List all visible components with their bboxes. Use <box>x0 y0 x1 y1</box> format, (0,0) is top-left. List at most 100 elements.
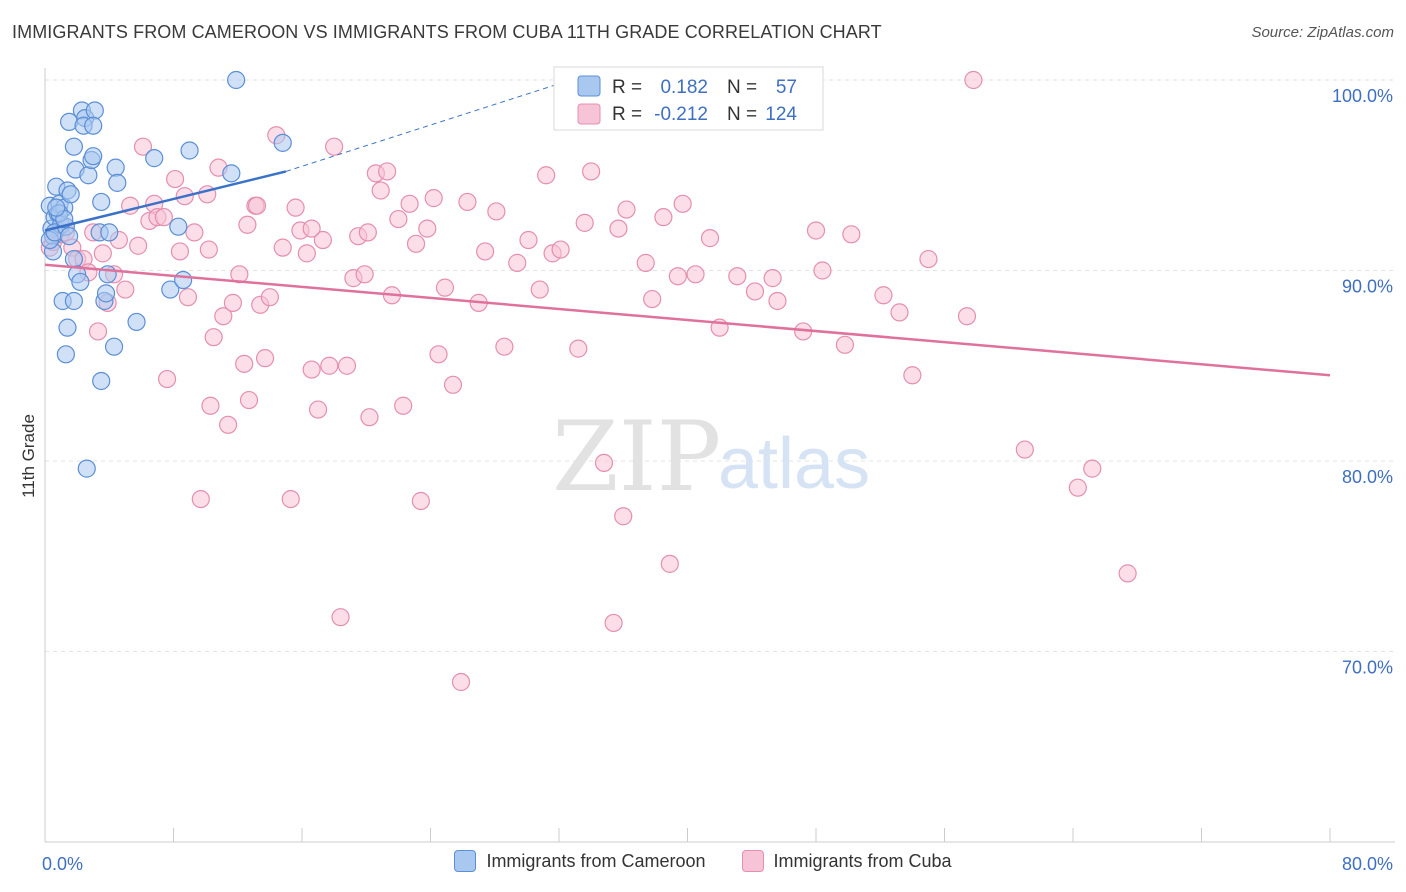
cameroon-point <box>47 198 66 217</box>
cuba-point <box>133 137 153 156</box>
cuba-point <box>313 230 332 250</box>
cuba-point <box>255 349 275 368</box>
cuba-point <box>569 339 588 358</box>
cuba-point <box>418 219 437 238</box>
cuba-point <box>157 369 177 389</box>
cuba-point <box>400 194 419 213</box>
series-legend: Immigrants from Cameroon Immigrants from… <box>0 850 1406 872</box>
cuba-point <box>394 396 413 415</box>
cuba-point <box>239 390 259 410</box>
chart-title: IMMIGRANTS FROM CAMEROON VS IMMIGRANTS F… <box>12 22 882 42</box>
cuba-point <box>337 356 357 375</box>
legend-label-cuba: Immigrants from Cuba <box>773 850 952 871</box>
cuba-point <box>331 608 350 627</box>
cuba-point <box>389 209 408 229</box>
cuba-point <box>355 265 374 284</box>
cuba-point <box>302 219 321 238</box>
y-tick-label: 70.0% <box>1342 658 1393 678</box>
cuba-points <box>40 70 1137 692</box>
cuba-point <box>302 360 321 379</box>
cuba-point <box>1015 440 1034 459</box>
cuba-point <box>93 244 112 263</box>
cameroon-point <box>64 291 84 311</box>
cameroon-point <box>169 217 188 236</box>
cuba-point <box>235 354 254 373</box>
cuba-point <box>495 337 514 356</box>
cuba-point <box>286 198 305 217</box>
trend-lines <box>44 83 1331 377</box>
cuba-point <box>219 415 238 434</box>
cuba-point <box>842 225 861 244</box>
cuba-point <box>551 240 570 259</box>
cuba-point <box>360 408 379 427</box>
legend-n-value-cameroon: 57 <box>776 77 797 98</box>
cuba-point <box>281 490 300 509</box>
legend-n-label-cuba: N = <box>727 104 757 125</box>
cameroon-point <box>108 173 127 192</box>
cameroon-point <box>71 272 90 292</box>
cuba-point <box>378 162 397 181</box>
cameroon-point <box>127 312 146 332</box>
cuba-point <box>768 291 787 311</box>
cameroon-point <box>106 158 125 177</box>
cuba-point <box>178 288 198 307</box>
cameroon-point <box>174 270 193 290</box>
cuba-point <box>763 269 782 288</box>
cuba-point <box>443 375 463 394</box>
legend-swatch-cuba <box>577 103 601 125</box>
cuba-point <box>617 200 636 219</box>
cuba-point <box>129 236 148 255</box>
cuba-point <box>424 189 443 208</box>
cuba-point <box>191 490 210 509</box>
cuba-point <box>636 253 655 272</box>
cuba-point <box>686 265 705 284</box>
source-attribution: Source: ZipAtlas.com <box>1251 24 1394 41</box>
cuba-point <box>116 280 135 299</box>
watermark: ZIP atlas <box>552 401 870 513</box>
x-tick-label: 0.0% <box>42 854 83 874</box>
stats-legend: R = 0.182 N = 57 R = -0.212 N = 124 <box>553 66 824 131</box>
y-ticks: 70.0% 80.0% 90.0% 100.0% <box>1332 86 1393 678</box>
cuba-point <box>223 293 243 312</box>
cameroon-point <box>77 459 96 478</box>
cameroon-point <box>273 133 292 152</box>
cameroon-point <box>92 192 111 212</box>
cuba-point <box>429 345 448 364</box>
watermark-zip: ZIP <box>552 401 721 513</box>
cameroon-point <box>227 70 246 90</box>
cuba-point <box>273 238 292 257</box>
cameroon-point <box>56 345 75 364</box>
cuba-point <box>260 288 279 307</box>
cuba-point <box>230 265 249 284</box>
cuba-point <box>154 208 173 227</box>
cuba-point <box>582 162 601 181</box>
cuba-point <box>519 230 538 250</box>
legend-item-cameroon: Immigrants from Cameroon <box>454 850 706 872</box>
cuba-point <box>874 286 893 305</box>
cameroon-point <box>59 227 79 246</box>
cuba-point <box>358 223 377 242</box>
cuba-point <box>476 242 495 261</box>
cuba-point <box>411 491 430 511</box>
legend-r-value-cameroon: 0.182 <box>660 77 708 98</box>
legend-r-label-cuba: R = <box>612 104 642 125</box>
cuba-point <box>1068 478 1087 497</box>
legend-swatch-cameroon <box>577 75 601 97</box>
legend-r-label-cameroon: R = <box>612 77 642 98</box>
y-tick-label: 80.0% <box>1342 467 1393 487</box>
cuba-point <box>508 253 527 272</box>
cuba-point <box>308 400 328 419</box>
cameroon-point <box>84 147 103 166</box>
cameroon-point <box>84 116 103 135</box>
cuba-point <box>654 208 673 227</box>
cuba-point <box>166 169 185 189</box>
cameroon-point <box>61 185 80 204</box>
cameroon-point <box>161 280 180 299</box>
legend-item-cuba: Immigrants from Cuba <box>741 850 952 872</box>
cuba-point <box>451 672 471 692</box>
cameroon-point <box>85 101 104 120</box>
cuba-point <box>575 213 594 232</box>
cuba-point <box>813 261 832 280</box>
cuba-point <box>964 70 983 90</box>
